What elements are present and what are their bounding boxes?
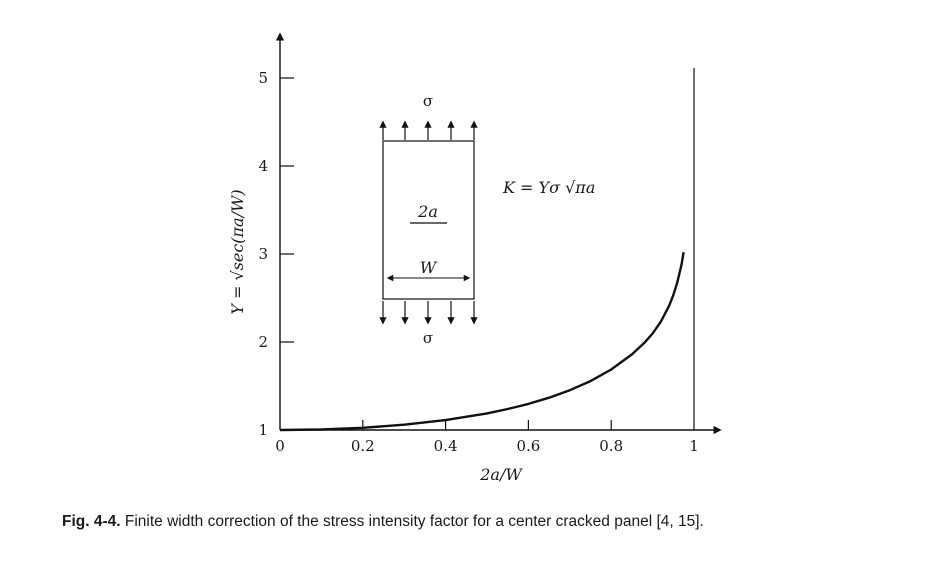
formula-annotation: K = Yσ √πa <box>502 178 595 197</box>
y-axis-label: Y = √sec(πa/W) <box>228 189 247 314</box>
curve-layer <box>279 252 685 432</box>
crack-label: 2a <box>417 202 438 221</box>
caption-text: Finite width correction of the stress in… <box>124 513 704 530</box>
y-ticks: 1 2 3 4 5 <box>258 69 294 439</box>
sigma-top-label: σ <box>423 92 433 110</box>
y-tick-label: 2 <box>258 333 268 351</box>
x-tick-label: 1 <box>689 437 699 455</box>
sigma-bottom-label: σ <box>423 329 433 347</box>
y-tick-label: 1 <box>258 421 268 439</box>
top-stress-arrows <box>379 120 478 140</box>
y-tick-label: 5 <box>258 69 268 87</box>
y-tick-label: 3 <box>258 245 268 263</box>
x-tick-label: 0 <box>275 437 285 455</box>
caption-label: Fig. 4-4. <box>62 513 121 530</box>
panel-diagram: σ σ 2a W <box>379 92 478 347</box>
panel-rect <box>382 140 475 300</box>
x-tick-label: 0.8 <box>599 437 623 455</box>
series-line <box>279 252 685 432</box>
x-tick-label: 0.6 <box>516 437 540 455</box>
x-axis-label: 2a/W <box>479 465 523 484</box>
figure-caption: Fig. 4-4. Finite width correction of the… <box>62 513 922 531</box>
bottom-stress-arrows <box>379 301 478 325</box>
x-tick-label: 0.4 <box>434 437 458 455</box>
y-tick-label: 4 <box>258 157 268 175</box>
x-ticks: 0 0.2 0.4 0.6 0.8 1 <box>275 420 699 455</box>
width-label: W <box>420 258 438 277</box>
x-tick-label: 0.2 <box>351 437 375 455</box>
